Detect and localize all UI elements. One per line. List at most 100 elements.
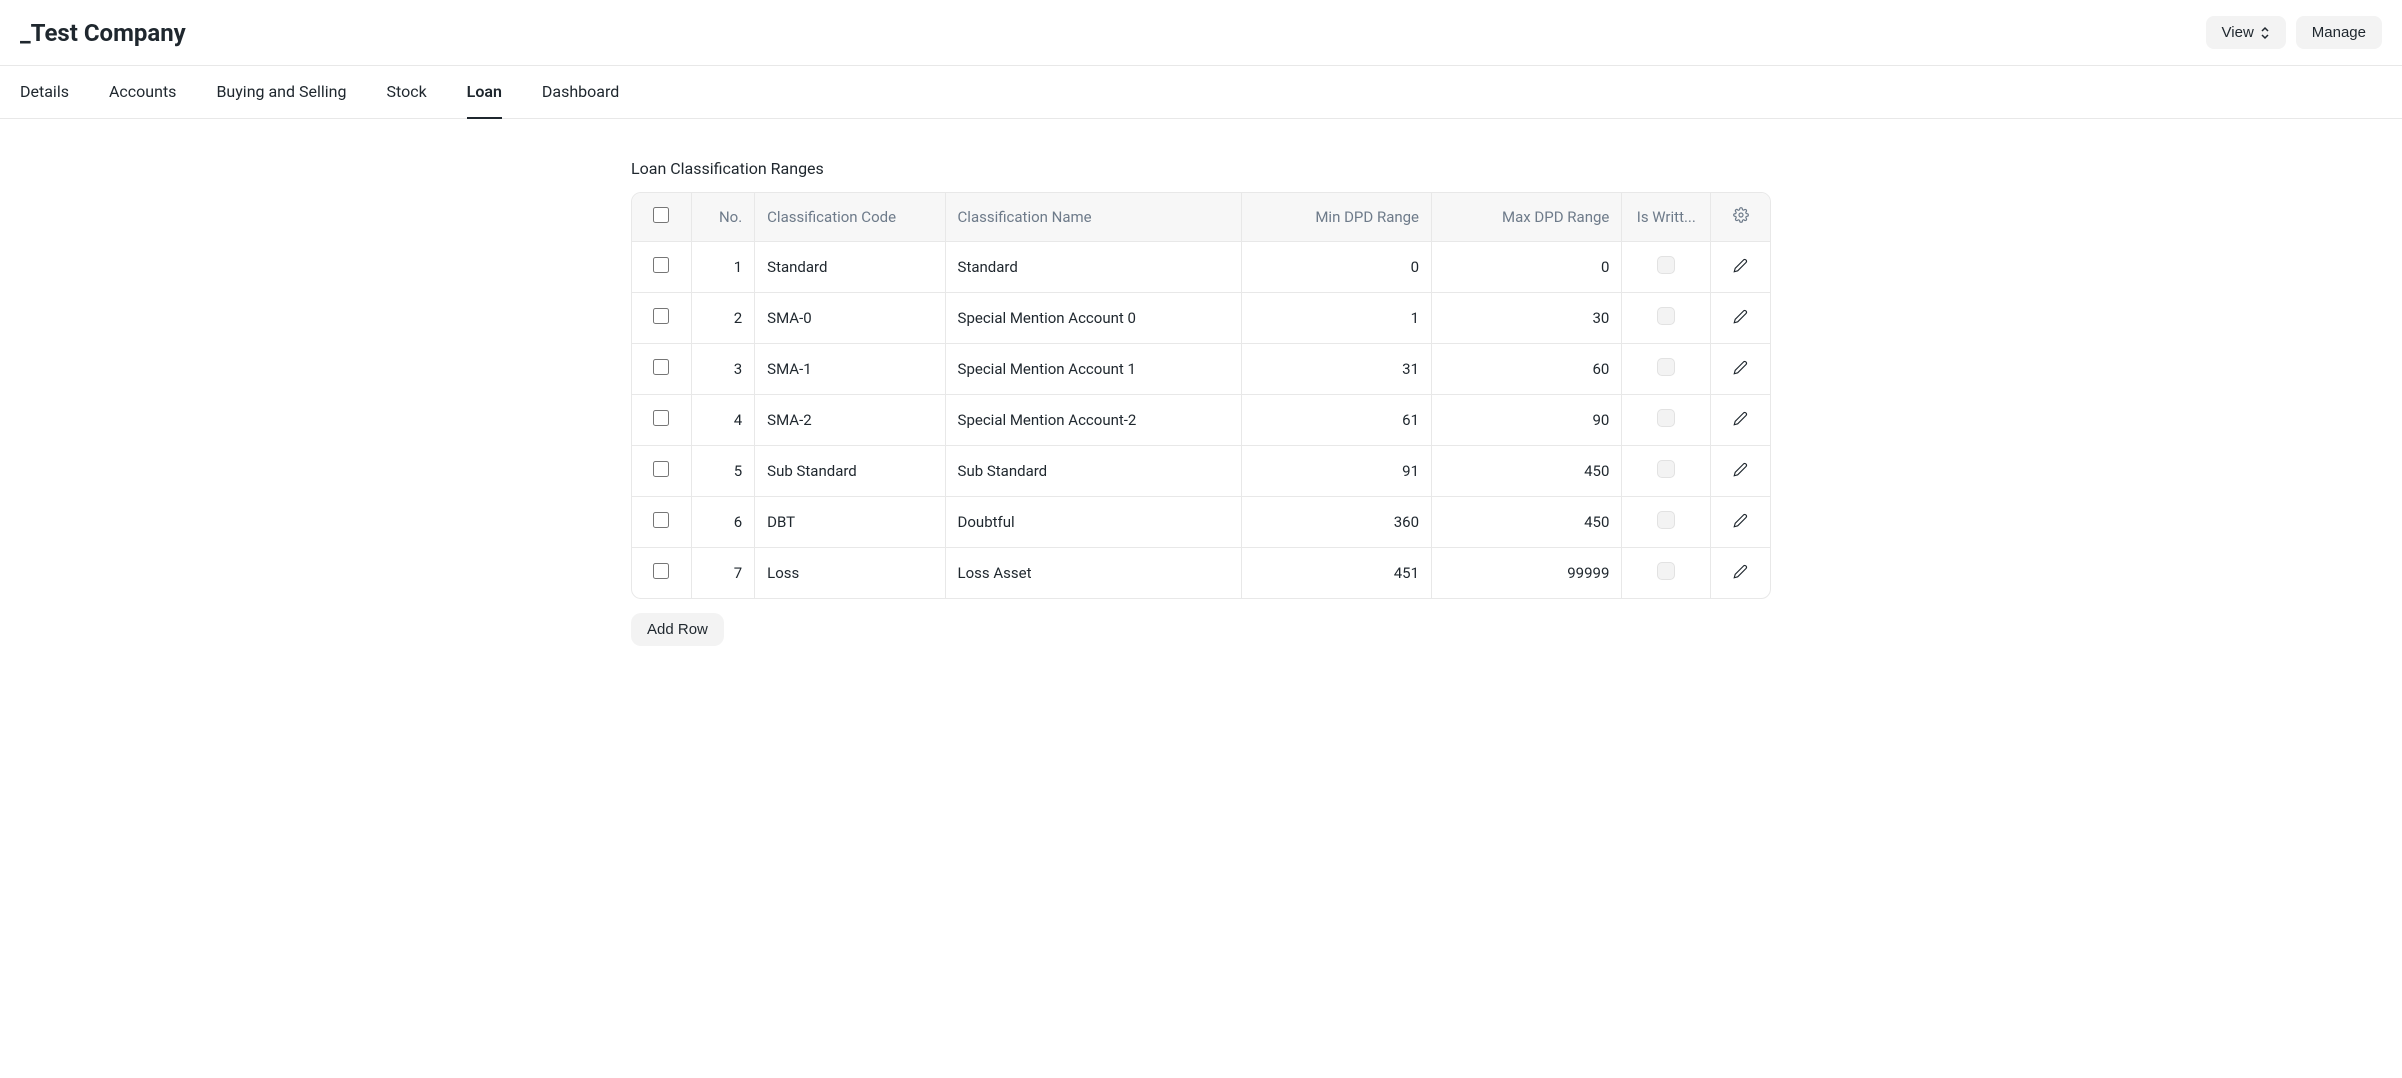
col-header-name: Classification Name (945, 193, 1241, 242)
row-name: Loss Asset (945, 548, 1241, 599)
col-header-code: Classification Code (755, 193, 945, 242)
row-checkbox[interactable] (653, 563, 669, 579)
row-min: 1 (1241, 293, 1431, 344)
table-settings-button[interactable] (1733, 207, 1749, 223)
row-checkbox[interactable] (653, 257, 669, 273)
col-header-min: Min DPD Range (1241, 193, 1431, 242)
row-checkbox-cell (632, 395, 691, 446)
next-section-partial (631, 686, 1771, 706)
tab-loan[interactable]: Loan (467, 66, 502, 119)
tab-accounts[interactable]: Accounts (109, 66, 176, 119)
edit-row-button[interactable] (1733, 258, 1748, 273)
edit-row-button[interactable] (1733, 513, 1748, 528)
row-checkbox-cell (632, 344, 691, 395)
col-header-no: No. (691, 193, 754, 242)
row-edit-cell (1711, 497, 1770, 548)
row-max: 60 (1432, 344, 1622, 395)
written-off-checkbox[interactable] (1657, 562, 1675, 580)
written-off-checkbox[interactable] (1657, 307, 1675, 325)
col-header-max: Max DPD Range (1432, 193, 1622, 242)
header-actions: View Manage (2206, 16, 2382, 49)
edit-row-button[interactable] (1733, 360, 1748, 375)
row-min: 61 (1241, 395, 1431, 446)
row-checkbox[interactable] (653, 512, 669, 528)
written-off-checkbox[interactable] (1657, 511, 1675, 529)
col-header-settings (1711, 193, 1770, 242)
header-bar: _Test Company View Manage (0, 0, 2402, 66)
row-max: 90 (1432, 395, 1622, 446)
row-code: Loss (755, 548, 945, 599)
row-max: 450 (1432, 497, 1622, 548)
add-row-button[interactable]: Add Row (631, 613, 724, 646)
row-name: Special Mention Account 0 (945, 293, 1241, 344)
row-checkbox-cell (632, 242, 691, 293)
written-off-checkbox[interactable] (1657, 409, 1675, 427)
table-row[interactable]: 3SMA-1Special Mention Account 13160 (632, 344, 1770, 395)
row-no: 5 (691, 446, 754, 497)
row-checkbox-cell (632, 446, 691, 497)
row-name: Doubtful (945, 497, 1241, 548)
tabs: Details Accounts Buying and Selling Stoc… (0, 66, 2402, 119)
written-off-checkbox[interactable] (1657, 358, 1675, 376)
row-max: 99999 (1432, 548, 1622, 599)
select-all-checkbox[interactable] (653, 207, 669, 223)
row-no: 3 (691, 344, 754, 395)
table-wrap: No. Classification Code Classification N… (631, 192, 1771, 599)
tab-dashboard[interactable]: Dashboard (542, 66, 619, 119)
table-row[interactable]: 7LossLoss Asset45199999 (632, 548, 1770, 599)
edit-row-button[interactable] (1733, 564, 1748, 579)
table-row[interactable]: 4SMA-2Special Mention Account-26190 (632, 395, 1770, 446)
written-off-checkbox[interactable] (1657, 256, 1675, 274)
row-code: DBT (755, 497, 945, 548)
edit-row-button[interactable] (1733, 462, 1748, 477)
table-row[interactable]: 6DBTDoubtful360450 (632, 497, 1770, 548)
page-title: _Test Company (20, 19, 186, 47)
row-min: 91 (1241, 446, 1431, 497)
row-code: Sub Standard (755, 446, 945, 497)
row-written-cell (1622, 242, 1711, 293)
table-header-row: No. Classification Code Classification N… (632, 193, 1770, 242)
row-no: 1 (691, 242, 754, 293)
edit-icon (1733, 258, 1748, 273)
table-row[interactable]: 1StandardStandard00 (632, 242, 1770, 293)
row-edit-cell (1711, 344, 1770, 395)
edit-icon (1733, 411, 1748, 426)
written-off-checkbox[interactable] (1657, 460, 1675, 478)
table-row[interactable]: 2SMA-0Special Mention Account 0130 (632, 293, 1770, 344)
row-written-cell (1622, 344, 1711, 395)
view-button[interactable]: View (2206, 16, 2286, 49)
row-code: Standard (755, 242, 945, 293)
row-checkbox[interactable] (653, 461, 669, 477)
tab-buying-selling[interactable]: Buying and Selling (216, 66, 346, 119)
row-no: 7 (691, 548, 754, 599)
row-edit-cell (1711, 548, 1770, 599)
row-edit-cell (1711, 446, 1770, 497)
section-title: Loan Classification Ranges (631, 159, 1771, 178)
tab-details[interactable]: Details (20, 66, 69, 119)
row-max: 450 (1432, 446, 1622, 497)
row-min: 0 (1241, 242, 1431, 293)
row-written-cell (1622, 497, 1711, 548)
manage-button-label: Manage (2312, 24, 2366, 41)
edit-row-button[interactable] (1733, 411, 1748, 426)
row-name: Special Mention Account 1 (945, 344, 1241, 395)
edit-icon (1733, 309, 1748, 324)
manage-button[interactable]: Manage (2296, 16, 2382, 49)
row-no: 6 (691, 497, 754, 548)
col-header-checkbox (632, 193, 691, 242)
row-code: SMA-1 (755, 344, 945, 395)
tab-stock[interactable]: Stock (386, 66, 426, 119)
edit-row-button[interactable] (1733, 309, 1748, 324)
gear-icon (1733, 207, 1749, 223)
row-max: 0 (1432, 242, 1622, 293)
row-no: 2 (691, 293, 754, 344)
row-edit-cell (1711, 293, 1770, 344)
row-checkbox[interactable] (653, 308, 669, 324)
row-checkbox[interactable] (653, 410, 669, 426)
row-checkbox[interactable] (653, 359, 669, 375)
edit-icon (1733, 360, 1748, 375)
classification-table: No. Classification Code Classification N… (632, 193, 1770, 598)
edit-icon (1733, 513, 1748, 528)
edit-icon (1733, 462, 1748, 477)
table-row[interactable]: 5Sub StandardSub Standard91450 (632, 446, 1770, 497)
